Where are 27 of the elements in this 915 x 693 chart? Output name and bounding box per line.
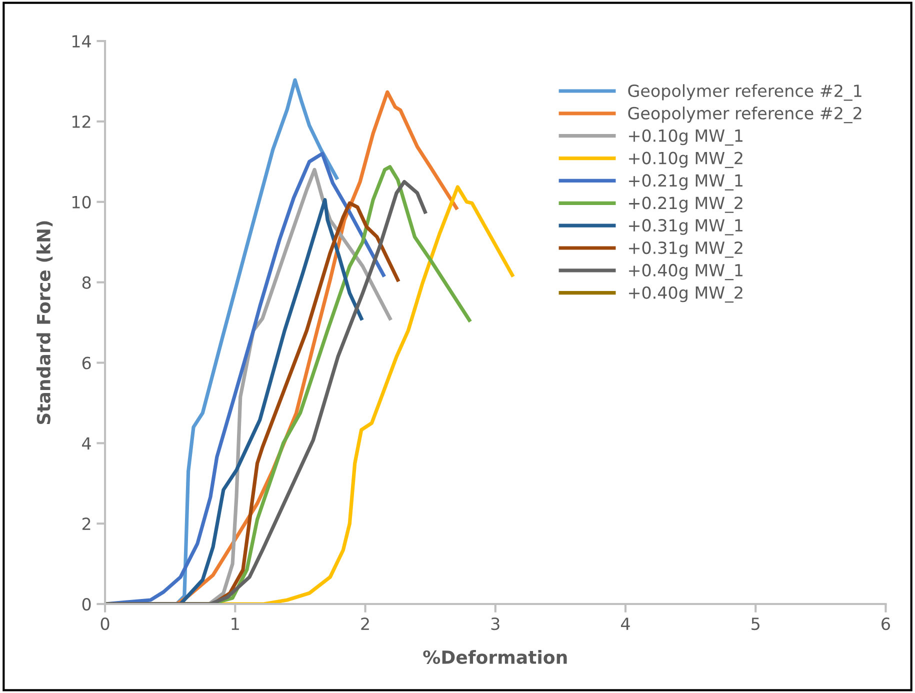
y-axis-title: Standard Force (kN) [36,221,53,424]
x-tick-label: 2 [361,618,369,630]
y-tick-label: 14 [72,35,91,48]
y-tick-label: 8 [82,276,91,289]
y-tick-label: 6 [82,356,91,370]
y-tick-label: 10 [72,196,91,208]
legend-label: +0.10g MW_1 [629,129,742,146]
x-tick-label: 5 [752,618,760,630]
x-tick-label: 4 [621,618,630,630]
legend-label: +0.40g MW_1 [629,264,742,280]
legend-label: Geopolymer reference #2_2 [628,106,862,124]
x-tick-label: 3 [491,618,500,630]
legend-label: +0.40g MW_2 [629,286,742,303]
x-tick-label: 6 [882,618,890,630]
y-tick-label: 12 [72,115,90,128]
legend-label: +0.10g MW_2 [629,152,742,168]
legend-label: +0.31g MW_2 [629,241,742,258]
legend-label: +0.21g MW_1 [629,174,742,190]
y-tick-label: 0 [82,598,91,611]
legend-label: +0.21g MW_2 [629,196,742,213]
x-tick-label: 0 [100,618,110,630]
legend-label: +0.31g MW_1 [629,219,742,236]
x-tick-label: 1 [232,618,239,630]
x-axis-title: %Deformation [423,650,567,664]
y-tick-label: 4 [82,437,91,450]
legend-label: Geopolymer reference #2_1 [628,84,862,101]
y-tick-label: 2 [82,518,90,530]
